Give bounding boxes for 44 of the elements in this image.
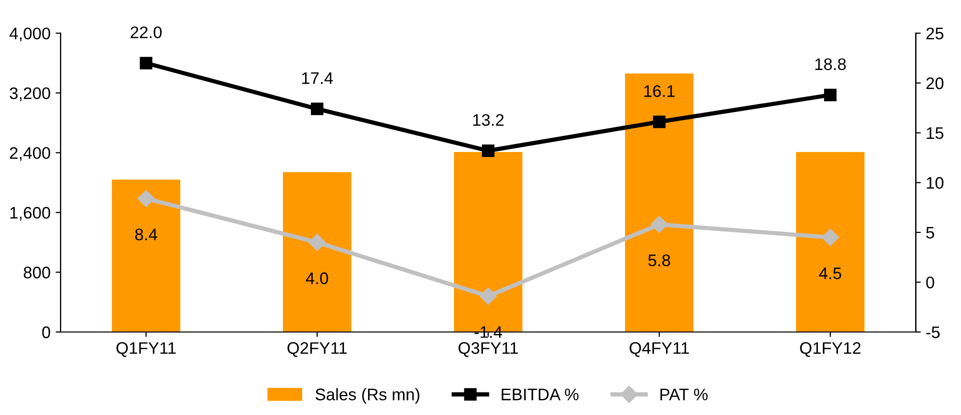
y-tick-label: 0 [42,326,50,338]
x-tick-label: Q4FY11 [630,342,689,357]
point [822,228,839,246]
point [650,216,668,233]
bar [625,74,694,332]
point [310,102,324,116]
data-label: 17.4 [302,72,333,84]
data-label: 16.1 [644,85,675,98]
y2-tick-label: 10 [926,177,944,189]
point [652,116,666,128]
y-tick-label: 3,200 [10,87,50,102]
bar [282,172,352,332]
data-label: 5.8 [648,254,670,266]
data-label: 18.8 [815,58,846,70]
y-tick-label: 2,400 [10,147,50,161]
y2-tick-label: 15 [926,127,944,140]
x-tick-label: Q3FY11 [458,342,518,357]
data-label: 4.0 [306,272,328,284]
y2-tick-label: 25 [926,28,944,40]
x-tick-label: Q1FY11 [116,342,176,357]
y2-tick-label: 20 [926,77,944,90]
y2-tick-label: 5 [926,226,934,239]
point [480,288,497,305]
data-label: 4.5 [819,268,842,280]
x-tick-label: Q2FY11 [288,342,347,357]
bar [112,180,180,332]
y-tick-label: 800 [24,266,50,278]
x-tick-label: Q1FY12 [800,342,861,357]
point [138,190,155,208]
point [482,144,494,157]
point [308,234,326,251]
legend-label: PAT % [660,388,708,400]
y2-tick-label: 0 [926,276,934,288]
y-tick-label: 4,000 [10,28,50,42]
data-label: 13.2 [473,114,504,126]
data-label: 8.4 [135,228,158,240]
y2-tick-label: -5 [926,326,940,338]
data-label: 22.0 [130,26,162,38]
legend-label: EBITDA % [502,388,579,400]
point [140,56,152,70]
y-tick-label: 1,600 [10,206,50,221]
legend-label: Sales (Rs mn) [316,388,420,404]
bar [796,152,865,332]
point [824,88,837,102]
